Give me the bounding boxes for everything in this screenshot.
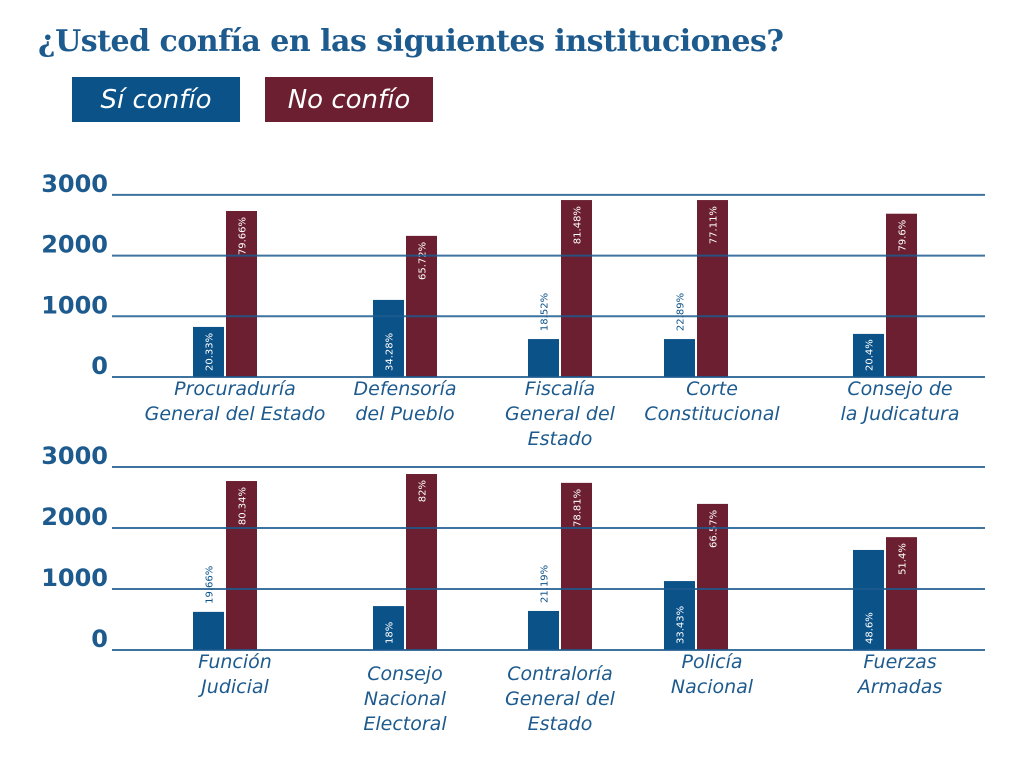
y-tick-label: 3000 <box>41 442 108 470</box>
category-label-line: Corte <box>686 378 738 400</box>
bar-no-confio <box>406 474 437 650</box>
bar-no-confio <box>226 481 257 650</box>
bar-percent-label: 18% <box>385 622 396 644</box>
category-label-line: del Pueblo <box>355 403 454 425</box>
category-label: Consejo Nacional Electoral <box>363 663 447 735</box>
bar-si-confio <box>664 339 695 377</box>
bar-si-confio <box>528 610 559 650</box>
category-label-line: General del Estado <box>145 403 326 425</box>
bar-si-confio <box>373 299 404 377</box>
category-label-line: Contraloría <box>507 663 612 685</box>
bar-percent-label: 33.43% <box>676 606 687 644</box>
bar-si-confio <box>193 326 224 377</box>
bar-chart-bottom: 0 1000 2000 3000 19.66% 80.34% 18% 82% 21.19% 78.… <box>41 442 985 735</box>
bar-no-confio <box>886 213 917 377</box>
category-label-line: Procuraduría <box>174 378 296 400</box>
bar-percent-label: 79.6% <box>898 220 909 252</box>
category-label-line: Fiscalía <box>525 378 595 400</box>
category-label: Procuraduría General del Estado <box>145 378 326 425</box>
bar-si-confio <box>373 606 404 650</box>
legend-si-confio: Sí confío <box>72 77 240 122</box>
bar-si-confio <box>853 549 884 650</box>
bar-si-confio <box>664 581 695 650</box>
category-label-line: Electoral <box>363 713 447 735</box>
bars: 20.33% 79.66% 34.28% 65.72% 18.52% 81.48% 22.8… <box>193 200 917 377</box>
category-label: Policía Nacional <box>671 651 754 698</box>
category-label-line: Estado <box>528 713 593 735</box>
category-label: Consejo de la Judicatura <box>841 378 960 425</box>
bars: 19.66%80.34%18%82%21.19%78.81%33.43%66.5… <box>193 474 917 650</box>
category-label: Corte Constitucional <box>644 378 780 425</box>
bar-percent-label: 79.66% <box>238 217 249 255</box>
bar-no-confio <box>406 235 437 377</box>
y-tick-label: 2000 <box>41 231 108 259</box>
bar-percent-label: 21.19% <box>540 565 551 603</box>
category-label-line: Función <box>198 651 272 673</box>
y-tick-label: 0 <box>91 625 108 653</box>
bar-no-confio <box>697 200 728 377</box>
category-label-line: Constitucional <box>644 403 780 425</box>
bar-percent-label: 18.52% <box>540 293 551 331</box>
bar-percent-label: 34.28% <box>385 333 396 371</box>
category-label-line: Consejo de <box>847 378 952 400</box>
bar-si-confio <box>193 611 224 650</box>
bar-percent-label: 77.11% <box>709 206 720 244</box>
category-label-line: Fuerzas <box>863 651 936 673</box>
category-label: Función Judicial <box>197 651 272 698</box>
chart-title: ¿Usted confía en las siguientes instituc… <box>38 24 784 59</box>
bar-si-confio <box>528 339 559 377</box>
y-tick-label: 0 <box>91 352 108 380</box>
category-label: Defensoría del Pueblo <box>354 378 457 425</box>
bar-percent-label: 81.48% <box>573 206 584 244</box>
y-tick-label: 2000 <box>41 503 108 531</box>
category-label: Fiscalía General del Estado <box>505 378 616 450</box>
bar-percent-label: 19.66% <box>205 566 216 604</box>
category-label-line: Nacional <box>364 688 447 710</box>
category-label: Contraloría General del Estado <box>505 663 616 735</box>
bar-percent-label: 20.4% <box>865 339 876 371</box>
bar-percent-label: 80.34% <box>238 487 249 525</box>
category-label-line: Armadas <box>856 676 943 698</box>
bar-no-confio <box>561 482 592 650</box>
bar-no-confio <box>226 210 257 377</box>
bar-percent-label: 51.4% <box>898 543 909 575</box>
category-label-line: Consejo <box>367 663 442 685</box>
y-tick-label: 1000 <box>41 291 108 319</box>
category-label: Fuerzas Armadas <box>856 651 943 698</box>
bar-percent-label: 78.81% <box>573 489 584 527</box>
y-tick-label: 3000 <box>41 170 108 198</box>
category-label-line: Judicial <box>197 676 269 698</box>
bar-percent-label: 82% <box>418 480 429 502</box>
category-label-line: General del <box>505 403 616 425</box>
bar-chart-top: 0 1000 2000 3000 20.33% 79.66% 34.28% 65.72% 18.… <box>41 170 985 450</box>
bar-no-confio <box>561 200 592 377</box>
bar-percent-label: 48.6% <box>865 612 876 644</box>
category-label-line: General del <box>505 688 616 710</box>
y-tick-label: 1000 <box>41 564 108 592</box>
category-label-line: Policía <box>681 651 742 673</box>
bar-percent-label: 65.72% <box>418 242 429 280</box>
category-label-line: la Judicatura <box>841 403 960 425</box>
legend-no-confio: No confío <box>265 77 433 122</box>
bar-si-confio <box>853 333 884 377</box>
category-label-line: Estado <box>528 428 593 450</box>
bar-percent-label: 20.33% <box>205 333 216 371</box>
bar-percent-label: 22.89% <box>676 293 687 331</box>
category-label-line: Defensoría <box>354 378 457 400</box>
category-label-line: Nacional <box>671 676 754 698</box>
bar-no-confio <box>886 537 917 650</box>
